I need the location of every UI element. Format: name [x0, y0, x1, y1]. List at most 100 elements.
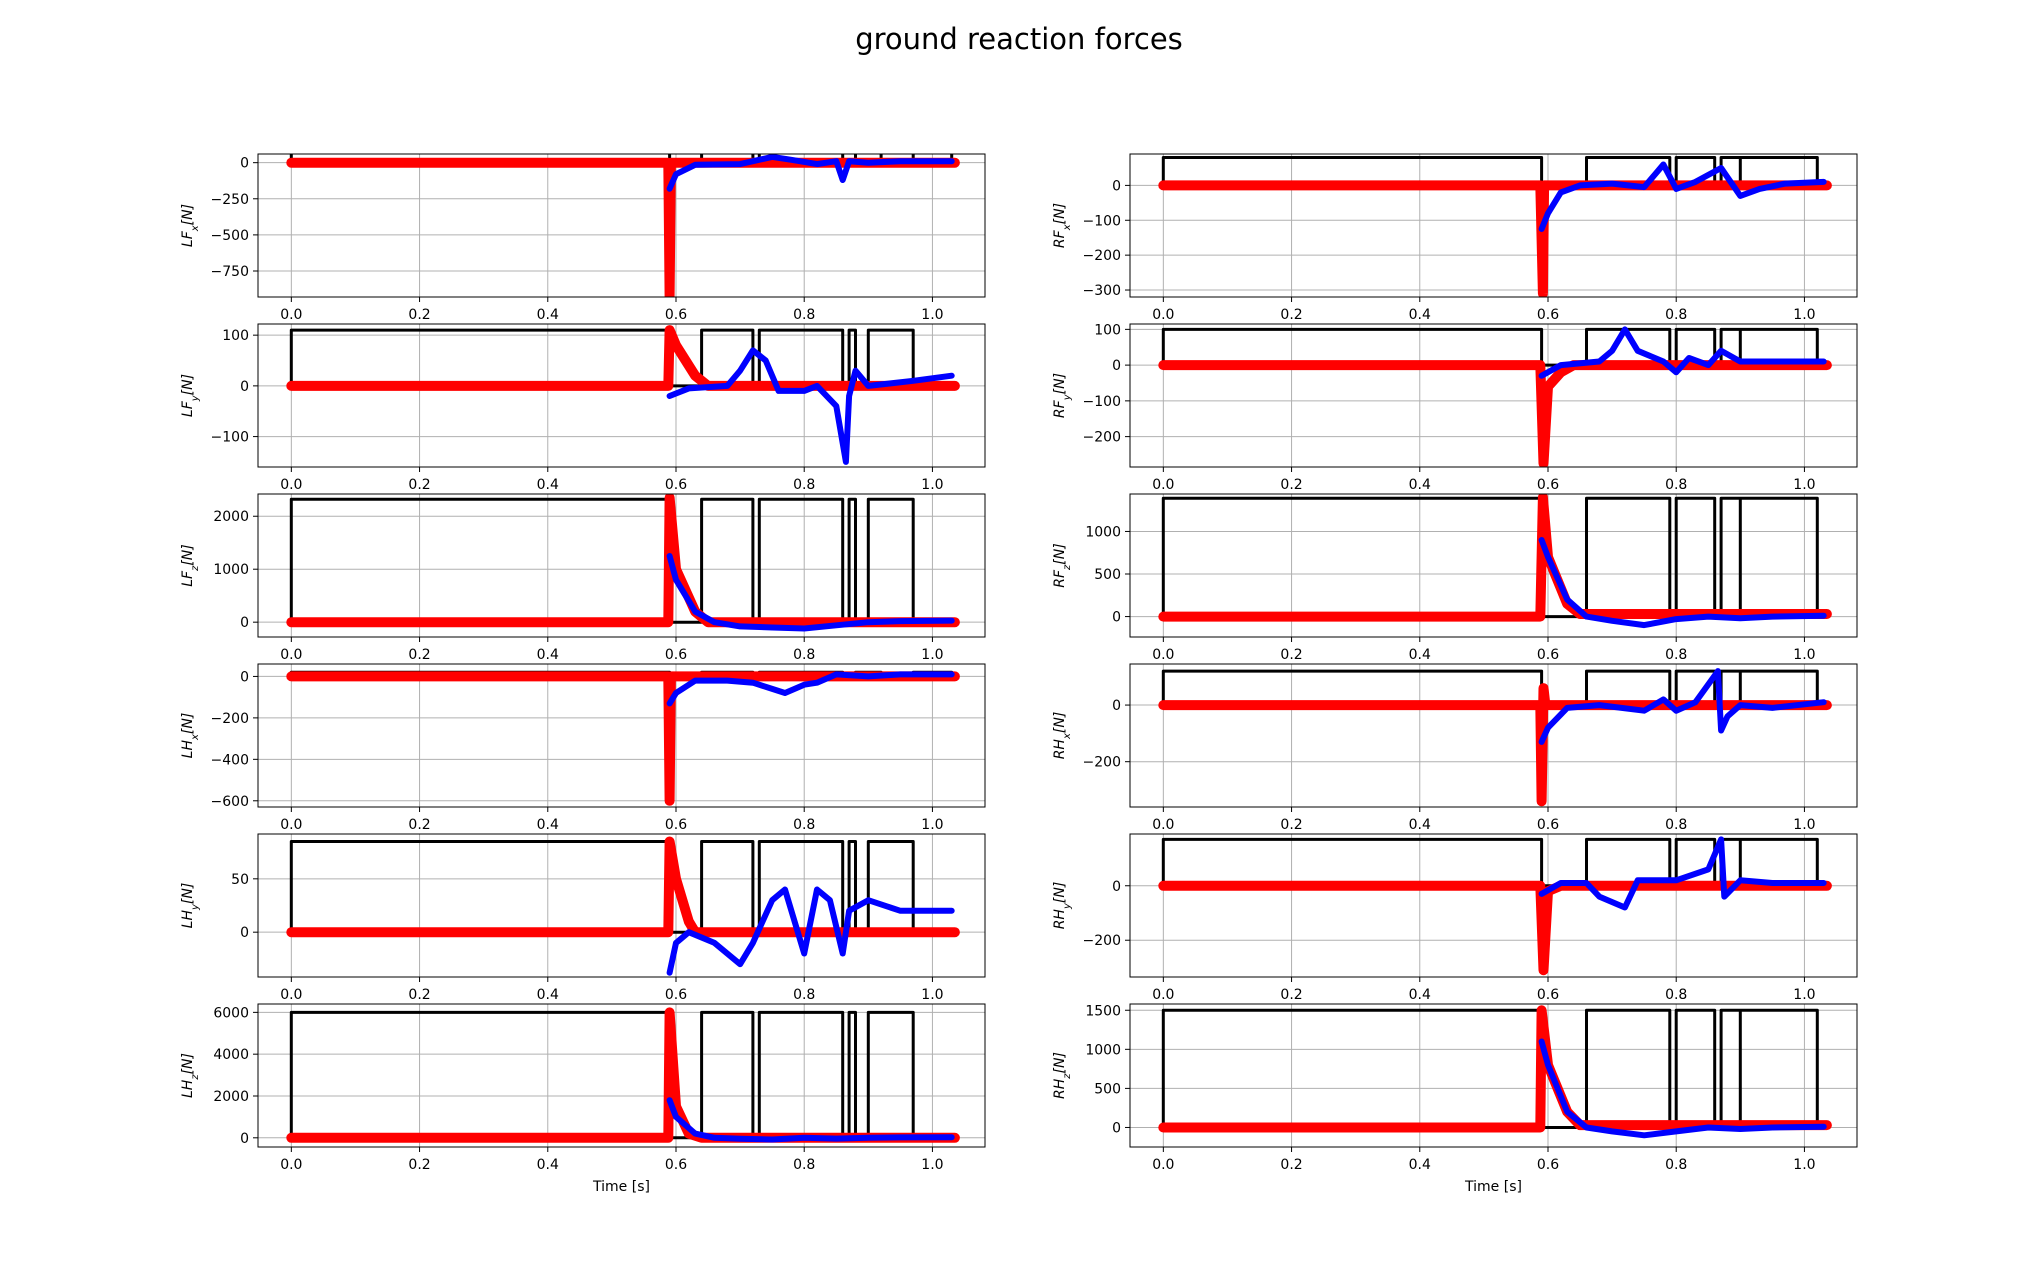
panel-rh-y-ytick-label-1: −200	[1083, 933, 1121, 949]
panel-rf-x-ytick-label-0: 0	[1112, 178, 1121, 194]
panel-lf-x-ytick-label-2: −500	[211, 228, 249, 244]
panel-lf-y-xtick-label-0: 0.0	[280, 477, 302, 493]
panel-lh-z-xlabel: Time [s]	[592, 1179, 650, 1195]
panel-lh-x-xtick-label-0: 0.0	[280, 817, 302, 833]
panel-rh-x-frame	[1129, 663, 1858, 808]
panel-rh-z-contact-line	[1161, 1008, 1826, 1129]
panel-lf-z-ytick-label-2: 0	[240, 615, 249, 631]
panel-lh-y-frame	[257, 833, 986, 978]
panel-lh-x-ytick-label-2: −400	[211, 752, 249, 768]
panel-rh-x-series	[1158, 668, 1832, 807]
panel-rh-x-xtick-label-3: 0.6	[1537, 817, 1559, 833]
panel-lf-x-xtick-label-5: 1.0	[921, 307, 943, 323]
panel-lh-y-xtick-label-5: 1.0	[921, 987, 943, 1003]
panel-rf-z-contact-line	[1161, 496, 1826, 619]
panel-rh-z-xtick-label-1: 0.2	[1280, 1157, 1302, 1173]
panel-lh-y-contact-line	[289, 840, 954, 934]
figure-title: ground reaction forces	[855, 22, 1183, 56]
panel-lh-x: 0.0 0.2 0.4 0.6 0.8 1.0 0 −200 −400 −600 LHx[N]	[180, 663, 986, 833]
panel-lf-x-xtick-label-0: 0.0	[280, 307, 302, 323]
panel-lf-y-frame	[257, 323, 986, 468]
panel-lf-z-series	[286, 494, 960, 632]
panel-rf-x-series	[1158, 156, 1832, 297]
panel-lh-z-series	[286, 1007, 960, 1143]
panel-rf-x-xtick-label-3: 0.6	[1537, 307, 1559, 323]
panel-rf-y-ytick-label-3: −200	[1083, 430, 1121, 446]
panel-lh-x-ylabel: LHx[N]	[180, 713, 201, 759]
panel-lh-y-xtick-label-3: 0.6	[665, 987, 687, 1003]
panel-lh-y-xtick-label-4: 0.8	[793, 987, 815, 1003]
panel-rf-x-xtick-label-2: 0.4	[1409, 307, 1431, 323]
panel-lf-y-series	[286, 325, 960, 465]
panel-lh-z-xtick-label-2: 0.4	[537, 1157, 559, 1173]
panel-rf-x-ytick-label-1: −100	[1083, 213, 1121, 229]
panel-lf-z-ytick-label-0: 2000	[213, 509, 249, 525]
panel-rf-x-frame	[1129, 153, 1858, 298]
panel-lf-y-ylabel: LFy[N]	[180, 374, 201, 417]
panel-rf-y-frame	[1129, 323, 1858, 468]
panel-lf-y-ytick-label-0: 100	[222, 328, 249, 344]
panel-lf-x-measured-line	[666, 154, 955, 192]
panel-rh-z-measured-line	[1538, 1038, 1827, 1139]
panel-lh-y-ytick-label-0: 50	[231, 872, 249, 888]
panel-rf-x-ytick-label-2: −200	[1083, 248, 1121, 264]
panel-lh-y-xtick-label-0: 0.0	[280, 987, 302, 1003]
panel-lh-z-ytick-label-2: 2000	[213, 1089, 249, 1105]
panel-rh-y-ytick-label-0: 0	[1112, 879, 1121, 895]
panel-lh-y-xtick-label-1: 0.2	[408, 987, 430, 1003]
panel-rf-x-xtick-label-5: 1.0	[1793, 307, 1815, 323]
panel-lh-x-xtick-label-3: 0.6	[665, 817, 687, 833]
panel-rh-x-xtick-label-1: 0.2	[1280, 817, 1302, 833]
panel-rf-y-xtick-label-5: 1.0	[1793, 477, 1815, 493]
panel-rh-z-xtick-label-5: 1.0	[1793, 1157, 1815, 1173]
panel-lf-z-ytick-label-1: 1000	[213, 562, 249, 578]
panel-lf-y-xtick-label-4: 0.8	[793, 477, 815, 493]
panel-rh-z-series	[1158, 1005, 1832, 1139]
panel-lf-y-xtick-label-3: 0.6	[665, 477, 687, 493]
panel-rh-y: 0.0 0.2 0.4 0.6 0.8 1.0 0 −200 RHy[N]	[1052, 833, 1858, 1003]
panel-lf-x-ytick-label-0: 0	[240, 156, 249, 172]
panel-rh-x-ylabel: RHx[N]	[1052, 712, 1073, 760]
panel-lf-z-contact-line	[289, 497, 954, 624]
panel-rh-z-ytick-label-3: 0	[1112, 1120, 1121, 1136]
panel-lf-y-measured-line	[666, 347, 955, 465]
panel-lh-z-xtick-label-4: 0.8	[793, 1157, 815, 1173]
panel-lh-x-ytick-label-1: −200	[211, 711, 249, 727]
panel-lh-z-xtick-label-3: 0.6	[665, 1157, 687, 1173]
panel-lh-y-xtick-label-2: 0.4	[537, 987, 559, 1003]
panel-rf-z-ytick-label-1: 500	[1094, 567, 1121, 583]
panel-rf-y-xtick-label-1: 0.2	[1280, 477, 1302, 493]
panel-lh-z-measured-line	[666, 1097, 955, 1143]
panel-lf-z-measured-line	[666, 553, 955, 632]
panel-rh-x-ytick-label-1: −200	[1083, 755, 1121, 771]
panel-lf-x-xtick-label-4: 0.8	[793, 307, 815, 323]
panel-lh-x-ytick-label-3: −600	[211, 794, 249, 810]
panel-lf-x-reference-line	[286, 157, 960, 297]
panel-lf-y-ytick-label-1: 0	[240, 379, 249, 395]
panel-rh-z-ytick-label-0: 1500	[1085, 1003, 1121, 1019]
panel-lf-x-xtick-label-3: 0.6	[665, 307, 687, 323]
panel-lf-y-xtick-label-2: 0.4	[537, 477, 559, 493]
panel-rf-y-series	[1158, 326, 1832, 467]
panel-lh-y-ylabel: LHy[N]	[180, 883, 201, 929]
panel-rf-z-xtick-label-4: 0.8	[1665, 647, 1687, 663]
panel-lf-z-xtick-label-3: 0.6	[665, 647, 687, 663]
panel-rf-z-xtick-label-5: 1.0	[1793, 647, 1815, 663]
panel-lf-x-ytick-label-3: −750	[211, 264, 249, 280]
panel-rf-x-ylabel: RFx[N]	[1052, 203, 1073, 248]
panel-lf-y-contact-line	[289, 328, 954, 388]
panel-lh-y-measured-line	[666, 886, 955, 976]
panel-rh-y-xtick-label-1: 0.2	[1280, 987, 1302, 1003]
panel-rf-y-xtick-label-0: 0.0	[1152, 477, 1174, 493]
panel-lh-z-ytick-label-1: 4000	[213, 1047, 249, 1063]
panel-rh-y-reference-line	[1158, 880, 1832, 976]
panel-rf-y-ytick-label-0: 100	[1094, 322, 1121, 338]
panel-rh-z-frame	[1129, 1003, 1858, 1148]
panel-lh-y-series	[286, 836, 960, 976]
panel-rf-z-ytick-label-2: 0	[1112, 610, 1121, 626]
panel-lh-z-xtick-label-0: 0.0	[280, 1157, 302, 1173]
panel-rf-x-xtick-label-1: 0.2	[1280, 307, 1302, 323]
panel-lh-x-measured-line	[666, 671, 955, 707]
panel-lf-z-xtick-label-2: 0.4	[537, 647, 559, 663]
panel-lf-z-xtick-label-4: 0.8	[793, 647, 815, 663]
